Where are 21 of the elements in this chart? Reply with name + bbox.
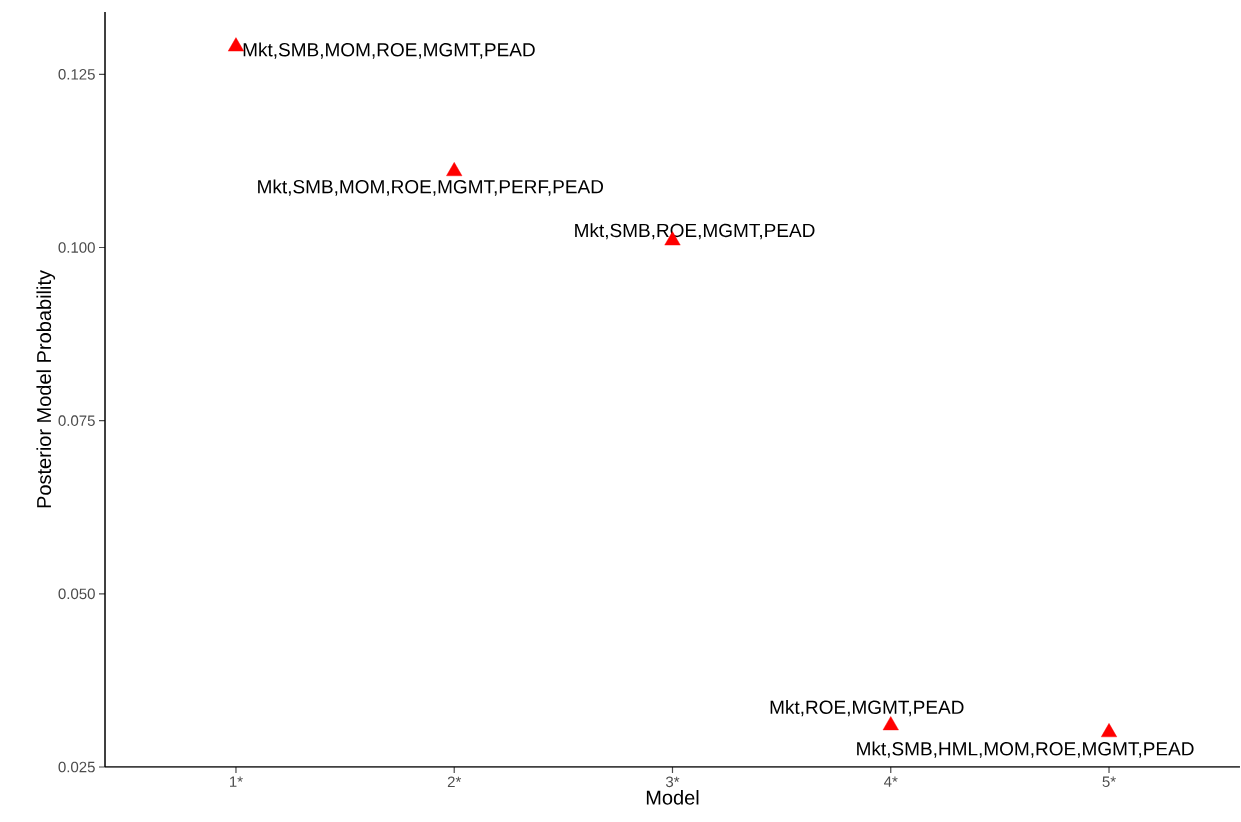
y-axis-title: Posterior Model Probability bbox=[36, 270, 56, 508]
x-tick-label: 1* bbox=[230, 776, 243, 787]
annotation: Mkt,SMB,HML,MOM,ROE,MGMT,PEAD bbox=[857, 741, 1194, 758]
x-tick-label: 5* bbox=[1102, 776, 1116, 787]
annotation: Mkt,ROE,MGMT,PEAD bbox=[770, 700, 964, 717]
y-tick-label: 0.050 bbox=[58, 588, 95, 600]
y-tick-label: 0.075 bbox=[58, 415, 95, 426]
y-tick-label: 0.100 bbox=[58, 242, 95, 253]
annotation: Mkt,SMB,MOM,ROE,MGMT,PEAD bbox=[243, 42, 535, 59]
point bbox=[882, 716, 899, 731]
y-tick-label: 0.125 bbox=[58, 69, 95, 80]
annotation: Mkt,SMB,ROE,MGMT,PEAD bbox=[575, 223, 815, 240]
x-axis-title: Model bbox=[646, 790, 699, 805]
x-tick-label: 3* bbox=[665, 776, 680, 788]
x-tick-label: 4* bbox=[884, 776, 898, 787]
annotation: Mkt,SMB,MOM,ROE,MGMT,PERF,PEAD bbox=[258, 179, 604, 196]
point bbox=[1101, 723, 1118, 738]
point bbox=[446, 162, 463, 177]
y-tick-label: 0.025 bbox=[58, 761, 95, 773]
x-tick-label: 2* bbox=[447, 776, 462, 788]
point bbox=[227, 37, 244, 52]
